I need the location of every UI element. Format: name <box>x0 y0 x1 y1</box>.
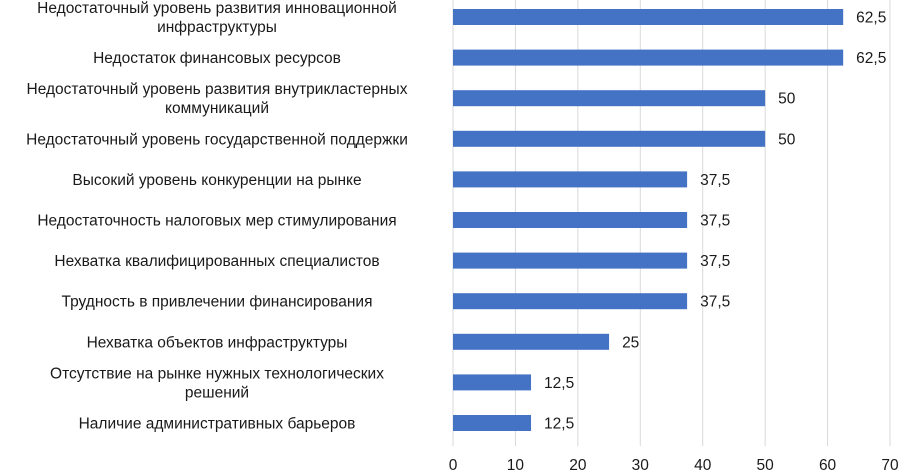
bar <box>453 90 766 107</box>
data-label: 12,5 <box>544 416 574 433</box>
data-label: 37,5 <box>700 253 730 270</box>
bar <box>453 212 688 228</box>
category-label: Недостаток финансовых ресурсов <box>93 50 341 67</box>
data-label: 37,5 <box>700 213 730 230</box>
category-label: Нехватка объектов инфраструктуры <box>87 334 348 351</box>
bar <box>453 9 844 25</box>
category-label: Наличие административных барьеров <box>79 416 356 433</box>
category-label: Нехватка квалифицированных специалистов <box>54 253 379 270</box>
category-labels: Недостаточный уровень развития инновацио… <box>26 0 408 433</box>
x-tick-label: 70 <box>881 457 899 473</box>
data-label: 62,5 <box>856 10 886 27</box>
x-tick-label: 40 <box>694 457 712 473</box>
x-tick-label: 10 <box>507 457 525 473</box>
data-label: 12,5 <box>544 375 574 392</box>
category-label: Отсутствие на рынке нужных технологическ… <box>50 365 384 401</box>
bar <box>453 252 688 269</box>
x-tick-label: 0 <box>449 457 458 473</box>
bar <box>453 171 688 188</box>
bar <box>453 333 610 350</box>
category-label: Недостаточность налоговых мер стимулиров… <box>37 213 396 230</box>
x-tick-label: 30 <box>632 457 650 473</box>
x-tick-label: 20 <box>569 457 587 473</box>
category-label: Трудность в привлечении финансирования <box>62 294 373 311</box>
bar <box>453 415 532 431</box>
category-label: Высокий уровень конкуренции на рынке <box>72 172 361 189</box>
bar <box>453 49 844 66</box>
x-axis-ticks: 0 10 20 30 40 50 60 70 <box>449 457 899 473</box>
data-label: 50 <box>778 91 796 108</box>
x-tick-label: 50 <box>757 457 775 473</box>
category-label: Недостаточный уровень развития внутрикла… <box>27 81 408 117</box>
bar <box>453 130 766 147</box>
data-label: 50 <box>778 131 796 148</box>
x-tick-label: 60 <box>819 457 837 473</box>
data-label: 37,5 <box>700 294 730 311</box>
bar <box>453 374 532 391</box>
data-label: 62,5 <box>856 50 886 67</box>
category-label: Недостаточный уровень государственной по… <box>26 131 408 148</box>
data-label: 25 <box>622 334 639 351</box>
bars <box>453 9 844 431</box>
category-label: Недостаточный уровень развития инновацио… <box>37 0 397 36</box>
value-labels: 62,5 62,5 50 50 37,5 37,5 37,5 37,5 25 12,5 12,5 <box>544 10 886 433</box>
bar <box>453 293 688 310</box>
data-label: 37,5 <box>700 172 730 189</box>
